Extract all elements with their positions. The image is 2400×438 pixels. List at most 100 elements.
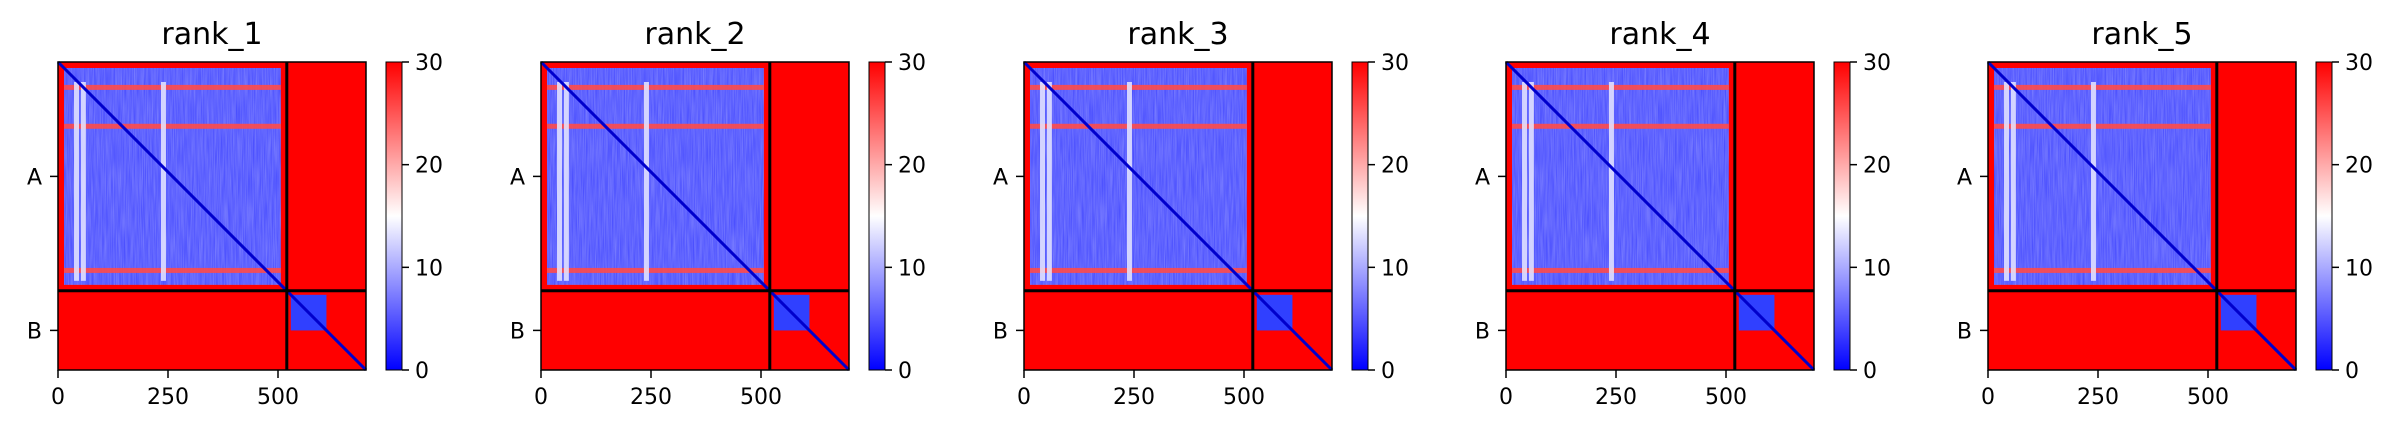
panel-title: rank_3 bbox=[1127, 17, 1228, 52]
chain-a-band-v bbox=[2090, 82, 2096, 281]
panel-title: rank_2 bbox=[644, 17, 745, 52]
x-tick-label: 0 bbox=[1017, 385, 1031, 410]
colorbar-tick-label: 20 bbox=[898, 154, 926, 179]
colorbar-tick-label: 0 bbox=[1863, 359, 1877, 384]
colorbar bbox=[385, 61, 403, 371]
colorbar-tick-label: 30 bbox=[415, 51, 443, 76]
axes-frame bbox=[1987, 61, 2297, 371]
panel-5: rank_5 0 250 500 A B 0 10 20 30 bbox=[1957, 17, 2373, 410]
chain-a-band-h bbox=[64, 123, 281, 129]
x-tick-label: 0 bbox=[534, 385, 548, 410]
colorbar-tick-label: 10 bbox=[415, 256, 443, 281]
axes-frame bbox=[57, 61, 367, 371]
panel-title: rank_1 bbox=[161, 17, 262, 52]
colorbar-tick-label: 0 bbox=[2345, 359, 2359, 384]
x-tick-label: 500 bbox=[740, 385, 782, 410]
chain-a-band-v bbox=[563, 82, 569, 281]
x-tick-label: 500 bbox=[257, 385, 299, 410]
chain-a-band-h bbox=[547, 84, 764, 90]
colorbar-tick-label: 10 bbox=[1381, 256, 1409, 281]
diagonal bbox=[1022, 60, 1334, 372]
colorbar-tick-label: 10 bbox=[1863, 256, 1891, 281]
colorbar-tick-label: 30 bbox=[1381, 51, 1409, 76]
x-tick-label: 0 bbox=[1981, 385, 1995, 410]
x-tick-label: 250 bbox=[147, 385, 189, 410]
x-tick-label: 0 bbox=[1499, 385, 1513, 410]
chain-a-band-h bbox=[1030, 84, 1247, 90]
chain-a-band-h bbox=[547, 267, 764, 273]
colorbar-tick-label: 10 bbox=[2345, 256, 2373, 281]
chain-label: B bbox=[1475, 319, 1490, 344]
x-tick-label: 250 bbox=[630, 385, 672, 410]
chain-label: B bbox=[993, 319, 1008, 344]
colorbar-tick-label: 0 bbox=[898, 359, 912, 384]
chain-a-band-v bbox=[1040, 82, 1046, 281]
chain-a-band-v bbox=[1126, 82, 1132, 281]
colorbar-tick-label: 30 bbox=[2345, 51, 2373, 76]
panel-4: rank_4 0 250 500 A B 0 10 20 30 bbox=[1475, 17, 1891, 410]
diagonal bbox=[1504, 60, 1816, 372]
x-tick-label: 250 bbox=[2077, 385, 2119, 410]
chain-label: A bbox=[1475, 165, 1490, 190]
colorbar-tick-label: 10 bbox=[898, 256, 926, 281]
chain-a-band-h bbox=[547, 123, 764, 129]
x-tick-label: 250 bbox=[1595, 385, 1637, 410]
chain-a-band-h bbox=[1512, 267, 1729, 273]
chain-a-band-h bbox=[1994, 123, 2211, 129]
chain-a-band-h bbox=[1030, 267, 1247, 273]
colorbar-tick-label: 0 bbox=[415, 359, 429, 384]
panel-3: rank_3 0 250 500 A B 0 10 20 30 bbox=[993, 17, 1409, 410]
chain-a-band-h bbox=[64, 84, 281, 90]
chain-label: A bbox=[1957, 165, 1972, 190]
chain-a-band-h bbox=[1512, 123, 1729, 129]
chain-a-band-v bbox=[1046, 82, 1052, 281]
chain-a-band-v bbox=[2010, 82, 2016, 281]
x-tick-label: 0 bbox=[51, 385, 65, 410]
panel-title: rank_4 bbox=[1609, 17, 1710, 52]
colorbar-tick-label: 20 bbox=[2345, 154, 2373, 179]
chain-label: B bbox=[510, 319, 525, 344]
chain-a-band-v bbox=[1608, 82, 1614, 281]
panel-1: rank_1 0 250 500 A B 0 10 20 30 bbox=[27, 17, 443, 410]
panel-title: rank_5 bbox=[2091, 17, 2192, 52]
chain-a-band-h bbox=[64, 267, 281, 273]
chain-a-band-v bbox=[643, 82, 649, 281]
colorbar bbox=[1351, 61, 1369, 371]
axes-frame bbox=[540, 61, 850, 371]
chain-label: B bbox=[27, 319, 42, 344]
colorbar bbox=[868, 61, 886, 371]
colorbar-tick-label: 20 bbox=[415, 154, 443, 179]
chain-a-band-v bbox=[2004, 82, 2010, 281]
diagonal bbox=[56, 60, 368, 372]
chain-label: A bbox=[510, 165, 525, 190]
chain-a-band-v bbox=[1528, 82, 1534, 281]
axes-frame bbox=[1023, 61, 1333, 371]
chain-label: A bbox=[27, 165, 42, 190]
chain-a-band-h bbox=[1994, 267, 2211, 273]
x-tick-label: 500 bbox=[1223, 385, 1265, 410]
colorbar-tick-label: 30 bbox=[1863, 51, 1891, 76]
chain-a-band-v bbox=[74, 82, 80, 281]
colorbar-tick-label: 0 bbox=[1381, 359, 1395, 384]
diagonal bbox=[1986, 60, 2298, 372]
chain-a-band-h bbox=[1030, 123, 1247, 129]
axes-frame bbox=[1505, 61, 1815, 371]
chain-a-band-v bbox=[1522, 82, 1528, 281]
colorbar-tick-label: 30 bbox=[898, 51, 926, 76]
chain-a-band-v bbox=[80, 82, 86, 281]
chain-label: B bbox=[1957, 319, 1972, 344]
x-tick-label: 500 bbox=[2187, 385, 2229, 410]
chain-a-band-v bbox=[557, 82, 563, 281]
colorbar bbox=[1833, 61, 1851, 371]
diagonal bbox=[539, 60, 851, 372]
chain-a-band-h bbox=[1994, 84, 2211, 90]
panel-2: rank_2 0 250 500 A B 0 10 20 30 bbox=[510, 17, 926, 410]
colorbar-tick-label: 20 bbox=[1863, 154, 1891, 179]
colorbar-tick-label: 20 bbox=[1381, 154, 1409, 179]
colorbar bbox=[2315, 61, 2333, 371]
chain-label: A bbox=[993, 165, 1008, 190]
chain-a-band-h bbox=[1512, 84, 1729, 90]
chain-a-band-v bbox=[160, 82, 166, 281]
x-tick-label: 250 bbox=[1113, 385, 1155, 410]
